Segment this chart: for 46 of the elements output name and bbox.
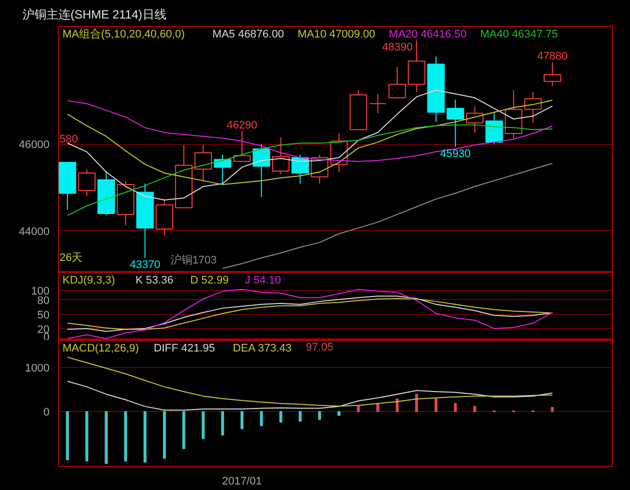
text: DEA 373.43: [232, 342, 292, 354]
candlestick: [524, 92, 542, 124]
annotation: 48390: [382, 41, 413, 54]
y-tick-label: 46000: [18, 139, 50, 152]
annotation: 43370: [130, 259, 160, 272]
candlestick: [78, 168, 96, 197]
annotation: KDJ(9,3,3): [62, 274, 116, 286]
candlestick: [446, 99, 464, 148]
y-tick-label: 80: [37, 294, 50, 307]
annotation: 580: [60, 134, 78, 146]
text: MA10 47009.00: [298, 28, 376, 40]
line-series: [66, 356, 553, 407]
candlestick: [233, 130, 251, 162]
annotation: 45930: [440, 148, 471, 160]
text: D 52.99: [190, 274, 229, 286]
text: MA5 46876.00: [212, 28, 284, 40]
x-tick-label: 2017/01: [222, 476, 262, 488]
annotation: 47880: [537, 50, 568, 63]
candlestick: [291, 154, 309, 184]
candlestick: [485, 112, 503, 145]
candlestick: [466, 106, 484, 133]
text: MA20 46416.50: [388, 28, 467, 40]
candlestick: [272, 136, 290, 174]
text: K 53.36: [136, 274, 174, 286]
y-tick-label: 44000: [18, 226, 50, 238]
annotation: MACD(12,26,9): [62, 342, 139, 354]
annotation: MA组合(5,10,20,40,60,0): [62, 27, 185, 40]
annotation: 46290: [226, 120, 258, 132]
candlestick: [544, 62, 562, 87]
text: DIFF 421.95: [154, 342, 215, 354]
y-tick-label: 1000: [25, 362, 50, 375]
text: 97.05: [306, 341, 334, 354]
text: MA40 46347.75: [480, 28, 558, 40]
line-series: [66, 288, 553, 340]
candlestick: [388, 66, 406, 98]
series-label: 沪铜1703: [170, 253, 217, 266]
y-tick-label: 100: [31, 285, 50, 298]
annotation: 26天: [60, 252, 83, 264]
line-series: [66, 380, 553, 411]
y-tick-label: 50: [37, 309, 50, 322]
line-series: [222, 162, 553, 269]
y-tick-label: 0: [43, 406, 50, 419]
series-label: J 54.10: [244, 274, 281, 286]
chart-title: 沪铜主连(SHME 2114)日线: [22, 8, 166, 22]
candlestick: [194, 144, 212, 182]
candlestick: [369, 93, 387, 114]
